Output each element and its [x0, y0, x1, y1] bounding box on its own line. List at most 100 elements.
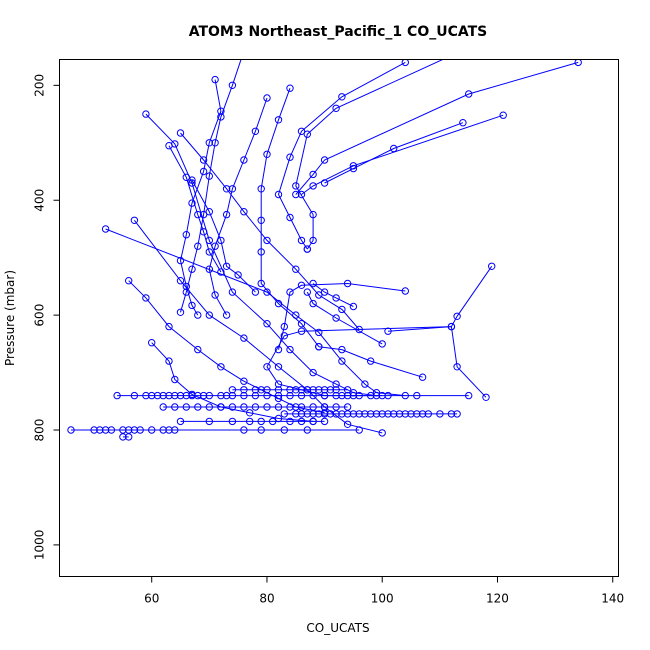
data-point	[199, 391, 208, 400]
series-line-13	[301, 114, 504, 195]
data-point	[292, 386, 300, 394]
data-point	[228, 417, 237, 426]
data-point	[390, 410, 398, 418]
data-point	[315, 410, 323, 418]
data-point	[332, 391, 340, 400]
data-point	[176, 256, 185, 265]
y-tick-label: 200	[33, 74, 47, 97]
data-point	[286, 213, 294, 222]
x-tick-label: 120	[486, 592, 509, 606]
data-point	[361, 410, 369, 418]
data-point	[315, 291, 323, 299]
data-point	[309, 279, 317, 288]
data-point	[349, 164, 358, 173]
data-point	[297, 327, 306, 335]
data-point	[286, 391, 294, 400]
data-point	[217, 268, 225, 276]
data-point	[205, 265, 214, 273]
data-point	[297, 386, 306, 394]
data-point	[228, 391, 237, 400]
data-point	[338, 391, 346, 400]
data-point	[465, 391, 473, 400]
data-point	[574, 59, 582, 67]
data-point	[274, 391, 283, 400]
data-point	[251, 391, 260, 400]
data-point	[320, 410, 329, 418]
data-point	[286, 417, 294, 426]
data-point	[367, 410, 375, 418]
data-point	[320, 179, 329, 187]
data-point	[315, 343, 323, 351]
data-point	[303, 245, 311, 253]
data-point	[199, 167, 208, 176]
data-point	[194, 391, 202, 400]
data-point	[211, 242, 219, 250]
data-point	[251, 403, 260, 411]
data-point	[228, 185, 237, 193]
data-point	[222, 210, 231, 219]
data-point	[263, 94, 271, 102]
data-point	[148, 339, 156, 347]
data-point	[263, 403, 271, 411]
data-point	[240, 208, 248, 216]
data-point	[240, 391, 248, 400]
data-point	[119, 433, 127, 441]
data-point	[280, 426, 288, 434]
data-point	[355, 410, 363, 418]
data-point	[378, 391, 386, 400]
series-line-10	[260, 88, 320, 348]
data-point	[309, 182, 317, 190]
data-point	[274, 363, 283, 371]
data-point	[292, 190, 300, 199]
data-point	[292, 182, 300, 190]
data-point	[194, 311, 202, 319]
data-point	[453, 410, 461, 418]
data-point	[263, 236, 271, 245]
data-point	[222, 391, 231, 400]
data-point	[424, 410, 432, 418]
series-line-6	[180, 132, 360, 330]
data-point	[125, 426, 133, 434]
data-point	[355, 426, 363, 434]
data-point	[286, 153, 294, 161]
data-point	[309, 170, 317, 179]
data-point	[320, 403, 329, 411]
data-point	[107, 426, 116, 434]
data-point	[349, 302, 358, 311]
series-line-9	[208, 97, 268, 316]
data-point	[148, 426, 156, 434]
data-point	[286, 386, 294, 394]
data-point	[309, 403, 317, 411]
data-point	[367, 391, 375, 400]
data-point	[292, 410, 300, 418]
data-point	[320, 156, 329, 164]
data-point	[448, 52, 454, 58]
data-point	[240, 426, 248, 434]
data-point	[257, 417, 265, 426]
data-point	[349, 410, 358, 418]
data-point	[165, 391, 173, 400]
data-point	[205, 208, 214, 216]
data-point	[101, 225, 110, 233]
data-point	[182, 288, 191, 296]
data-point	[280, 410, 288, 418]
data-point	[222, 185, 231, 193]
data-point	[418, 373, 427, 381]
data-point	[303, 130, 311, 138]
data-point	[194, 210, 202, 219]
data-point	[171, 375, 179, 384]
data-point	[257, 216, 265, 225]
data-point	[251, 127, 260, 136]
data-point	[297, 190, 306, 199]
data-point	[355, 391, 363, 400]
data-point	[188, 176, 196, 184]
data-point	[182, 231, 191, 239]
data-point	[240, 403, 248, 411]
series-line-11	[277, 61, 406, 250]
data-point	[182, 282, 191, 291]
data-point	[488, 262, 496, 270]
data-point	[453, 363, 461, 371]
data-point	[297, 127, 306, 136]
data-point	[378, 410, 386, 418]
data-point	[263, 391, 271, 400]
